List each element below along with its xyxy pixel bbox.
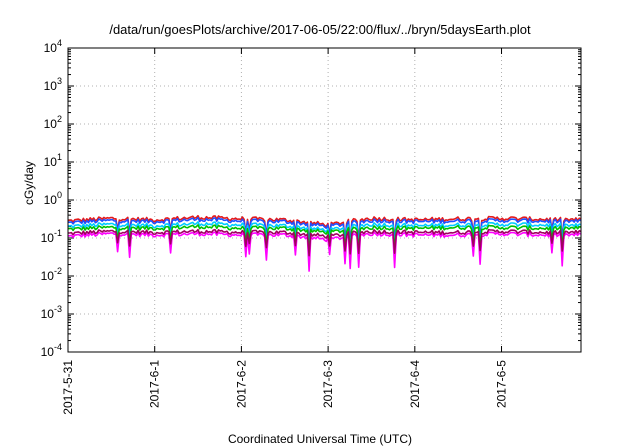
y-tick-label: 10-3 <box>41 304 62 321</box>
y-tick-label: 100 <box>44 190 62 207</box>
series-line-3 <box>68 224 582 253</box>
x-tick-label: 2017-5-31 <box>61 360 75 415</box>
series-line-4 <box>68 231 582 272</box>
y-tick-label: 10-1 <box>41 228 62 245</box>
y-tick-label: 101 <box>44 152 62 169</box>
series-line-2 <box>68 221 582 250</box>
x-axis-label: Coordinated Universal Time (UTC) <box>227 432 413 446</box>
x-tick-label: 2017-6-1 <box>148 360 162 408</box>
y-tick-label: 102 <box>44 114 62 131</box>
x-tick-label: 2017-6-3 <box>321 360 335 408</box>
y-tick-label: 10-2 <box>41 266 62 283</box>
y-tick-label: 104 <box>44 38 62 55</box>
series-line-5 <box>68 228 582 257</box>
x-tick-label: 2017-6-4 <box>408 360 422 408</box>
x-tick-label: 2017-6-5 <box>495 360 509 408</box>
series-line-1 <box>68 216 582 247</box>
plot-frame <box>67 47 582 353</box>
series-line-0 <box>67 214 582 245</box>
y-tick-label: 10-4 <box>41 342 62 359</box>
y-tick-label: 103 <box>44 76 62 93</box>
x-tick-label: 2017-6-2 <box>234 360 248 408</box>
chart-title: /data/run/goesPlots/archive/2017-06-05/2… <box>109 22 531 37</box>
